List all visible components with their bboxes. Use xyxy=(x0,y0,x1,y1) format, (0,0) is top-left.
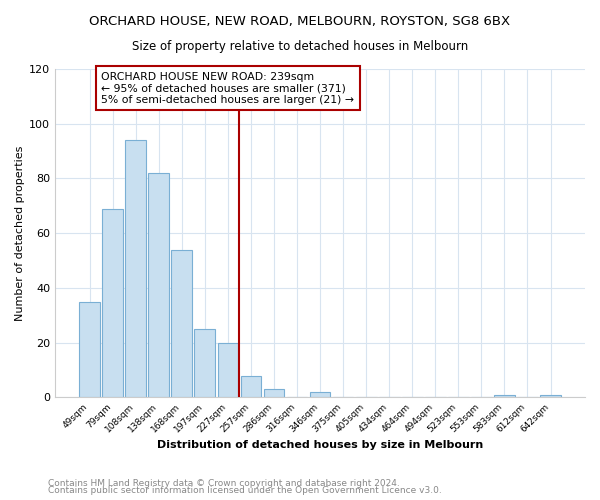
Bar xyxy=(172,250,192,398)
Bar xyxy=(263,390,284,398)
Bar xyxy=(148,173,169,398)
Text: ORCHARD HOUSE, NEW ROAD, MELBOURN, ROYSTON, SG8 6BX: ORCHARD HOUSE, NEW ROAD, MELBOURN, ROYST… xyxy=(89,15,511,28)
Bar xyxy=(540,395,561,398)
Bar xyxy=(194,329,215,398)
Bar xyxy=(218,342,238,398)
Bar xyxy=(494,395,515,398)
Text: ORCHARD HOUSE NEW ROAD: 239sqm
← 95% of detached houses are smaller (371)
5% of : ORCHARD HOUSE NEW ROAD: 239sqm ← 95% of … xyxy=(101,72,354,105)
Bar xyxy=(79,302,100,398)
Y-axis label: Number of detached properties: Number of detached properties xyxy=(15,146,25,321)
X-axis label: Distribution of detached houses by size in Melbourn: Distribution of detached houses by size … xyxy=(157,440,483,450)
Text: Contains public sector information licensed under the Open Government Licence v3: Contains public sector information licen… xyxy=(48,486,442,495)
Bar xyxy=(125,140,146,398)
Text: Size of property relative to detached houses in Melbourn: Size of property relative to detached ho… xyxy=(132,40,468,53)
Bar xyxy=(310,392,331,398)
Bar xyxy=(241,376,262,398)
Text: Contains HM Land Registry data © Crown copyright and database right 2024.: Contains HM Land Registry data © Crown c… xyxy=(48,478,400,488)
Bar xyxy=(102,208,123,398)
